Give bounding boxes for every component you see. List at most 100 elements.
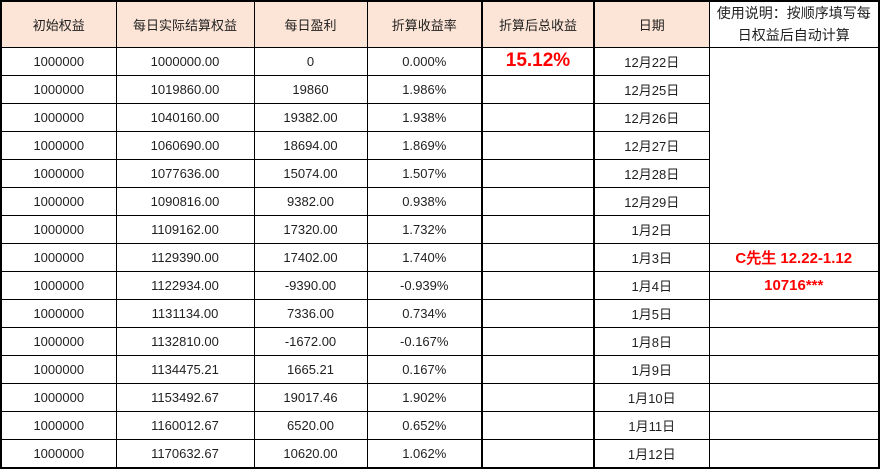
- column-header[interactable]: 初始权益: [0, 0, 117, 48]
- cell[interactable]: 1.740%: [366, 242, 483, 272]
- column-header[interactable]: 每日盈利: [253, 0, 368, 48]
- side-cell[interactable]: [708, 410, 880, 440]
- cell[interactable]: 1000000: [0, 382, 117, 412]
- cell[interactable]: 1月8日: [593, 326, 710, 356]
- cell[interactable]: [481, 214, 595, 244]
- cell[interactable]: 1132810.00: [115, 326, 255, 356]
- cell[interactable]: 0.167%: [366, 354, 483, 384]
- cell[interactable]: 1077636.00: [115, 158, 255, 188]
- cell[interactable]: 1000000: [0, 158, 117, 188]
- cell[interactable]: 1019860.00: [115, 74, 255, 104]
- cell[interactable]: 1.062%: [366, 438, 483, 469]
- cell[interactable]: 1月10日: [593, 382, 710, 412]
- cell[interactable]: 1.938%: [366, 102, 483, 132]
- side-cell[interactable]: [708, 438, 880, 469]
- usage-note-cell[interactable]: 使用说明：按顺序填写每日权益后自动计算: [708, 0, 880, 48]
- cell[interactable]: 12月28日: [593, 158, 710, 188]
- cell[interactable]: 19017.46: [253, 382, 368, 412]
- cell[interactable]: [481, 186, 595, 216]
- cell[interactable]: -1672.00: [253, 326, 368, 356]
- cell[interactable]: 1.869%: [366, 130, 483, 160]
- side-cell[interactable]: [708, 382, 880, 412]
- cell[interactable]: 1月9日: [593, 354, 710, 384]
- cell[interactable]: 7336.00: [253, 298, 368, 328]
- cell[interactable]: 1月2日: [593, 214, 710, 244]
- cell[interactable]: 1131134.00: [115, 298, 255, 328]
- total-return-cell[interactable]: 15.12%: [481, 46, 595, 76]
- cell[interactable]: 1000000: [0, 186, 117, 216]
- cell[interactable]: 1000000: [0, 438, 117, 469]
- column-header[interactable]: 日期: [593, 0, 710, 48]
- cell[interactable]: 6520.00: [253, 410, 368, 440]
- cell[interactable]: 1.507%: [366, 158, 483, 188]
- cell[interactable]: 1160012.67: [115, 410, 255, 440]
- cell[interactable]: 1000000: [0, 326, 117, 356]
- cell[interactable]: 1060690.00: [115, 130, 255, 160]
- cell[interactable]: [481, 410, 595, 440]
- cell[interactable]: 0.652%: [366, 410, 483, 440]
- cell[interactable]: 1000000.00: [115, 46, 255, 76]
- cell[interactable]: 1月5日: [593, 298, 710, 328]
- cell[interactable]: -0.939%: [366, 270, 483, 300]
- cell[interactable]: 1129390.00: [115, 242, 255, 272]
- cell[interactable]: 1000000: [0, 46, 117, 76]
- cell[interactable]: 1000000: [0, 214, 117, 244]
- cell[interactable]: 17402.00: [253, 242, 368, 272]
- cell[interactable]: 12月29日: [593, 186, 710, 216]
- cell[interactable]: 1000000: [0, 354, 117, 384]
- cell[interactable]: 0.734%: [366, 298, 483, 328]
- cell[interactable]: 12月25日: [593, 74, 710, 104]
- column-header[interactable]: 每日实际结算权益: [115, 0, 255, 48]
- column-header[interactable]: 折算收益率: [366, 0, 483, 48]
- cell[interactable]: [481, 298, 595, 328]
- cell[interactable]: [481, 326, 595, 356]
- cell[interactable]: 1665.21: [253, 354, 368, 384]
- client-id-cell[interactable]: 10716***: [708, 270, 880, 300]
- cell[interactable]: 1134475.21: [115, 354, 255, 384]
- cell[interactable]: 10620.00: [253, 438, 368, 469]
- side-cell[interactable]: [708, 326, 880, 356]
- cell[interactable]: 1.732%: [366, 214, 483, 244]
- cell[interactable]: [481, 242, 595, 272]
- side-cell[interactable]: [708, 354, 880, 384]
- cell[interactable]: 19382.00: [253, 102, 368, 132]
- cell[interactable]: 0.000%: [366, 46, 483, 76]
- cell[interactable]: 1.902%: [366, 382, 483, 412]
- cell[interactable]: 1月12日: [593, 438, 710, 469]
- cell[interactable]: 1000000: [0, 130, 117, 160]
- cell[interactable]: 15074.00: [253, 158, 368, 188]
- cell[interactable]: 1000000: [0, 74, 117, 104]
- cell[interactable]: 12月26日: [593, 102, 710, 132]
- cell[interactable]: 1040160.00: [115, 102, 255, 132]
- cell[interactable]: 1月4日: [593, 270, 710, 300]
- cell[interactable]: 1000000: [0, 298, 117, 328]
- cell[interactable]: 1000000: [0, 270, 117, 300]
- cell[interactable]: 1.986%: [366, 74, 483, 104]
- cell[interactable]: 1090816.00: [115, 186, 255, 216]
- cell[interactable]: [481, 438, 595, 469]
- cell[interactable]: [481, 354, 595, 384]
- cell[interactable]: -0.167%: [366, 326, 483, 356]
- cell[interactable]: 12月27日: [593, 130, 710, 160]
- cell[interactable]: 1月3日: [593, 242, 710, 272]
- side-cell[interactable]: [708, 298, 880, 328]
- cell[interactable]: [481, 158, 595, 188]
- cell[interactable]: [481, 130, 595, 160]
- cell[interactable]: 0.938%: [366, 186, 483, 216]
- cell[interactable]: 1000000: [0, 410, 117, 440]
- cell[interactable]: 1000000: [0, 242, 117, 272]
- cell[interactable]: [481, 270, 595, 300]
- cell[interactable]: 1月11日: [593, 410, 710, 440]
- cell[interactable]: 1153492.67: [115, 382, 255, 412]
- cell[interactable]: 19860: [253, 74, 368, 104]
- cell[interactable]: [481, 102, 595, 132]
- cell[interactable]: 1109162.00: [115, 214, 255, 244]
- cell[interactable]: 17320.00: [253, 214, 368, 244]
- cell[interactable]: 12月22日: [593, 46, 710, 76]
- cell[interactable]: [481, 382, 595, 412]
- cell[interactable]: 18694.00: [253, 130, 368, 160]
- cell[interactable]: 1122934.00: [115, 270, 255, 300]
- cell[interactable]: [481, 74, 595, 104]
- cell[interactable]: 1000000: [0, 102, 117, 132]
- client-period-cell[interactable]: C先生 12.22-1.12: [708, 242, 880, 272]
